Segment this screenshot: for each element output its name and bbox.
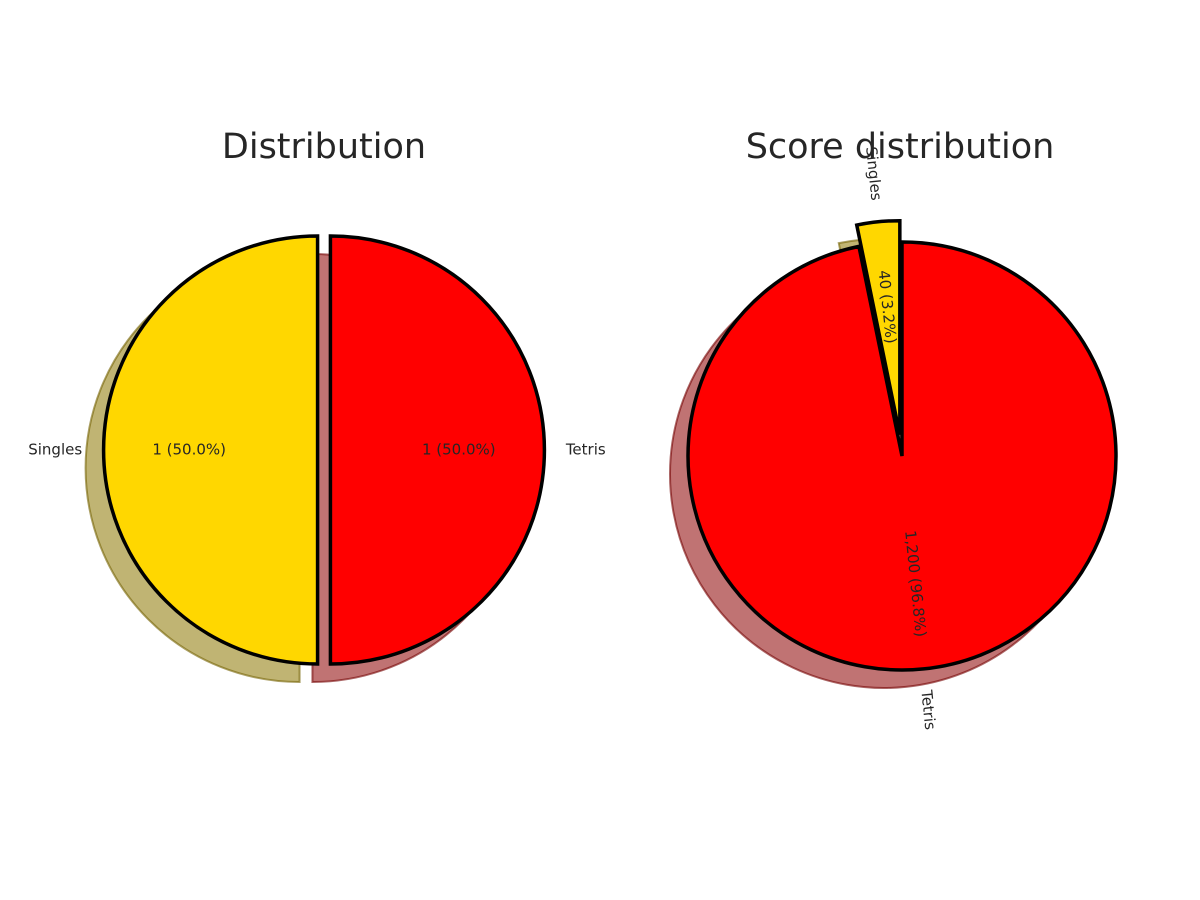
slice-value-label-singles: 1 (50.0%) (152, 441, 226, 459)
slice-label-tetris: Tetris (565, 441, 606, 459)
slice-label-singles: Singles (862, 146, 885, 202)
slice-singles (101, 234, 320, 666)
label-group: Singles 1 (50.0%) Tetris 1 (50.0%) (28, 441, 606, 459)
slice-singles (854, 218, 902, 436)
slice-group (101, 234, 547, 666)
slice-label-singles: Singles (28, 441, 82, 459)
chart-title: Score distribution (746, 127, 1055, 167)
slice-tetris (686, 240, 1118, 672)
slice-tetris (328, 234, 547, 666)
slice-group (686, 218, 1118, 672)
slice-value-label-tetris: 1 (50.0%) (422, 441, 496, 459)
chart-title: Distribution (222, 127, 426, 167)
slice-label-tetris: Tetris (917, 688, 939, 731)
pie-chart-distribution: Distribution Singles 1 (50.0%) Tetris 1 (50… (28, 127, 606, 684)
